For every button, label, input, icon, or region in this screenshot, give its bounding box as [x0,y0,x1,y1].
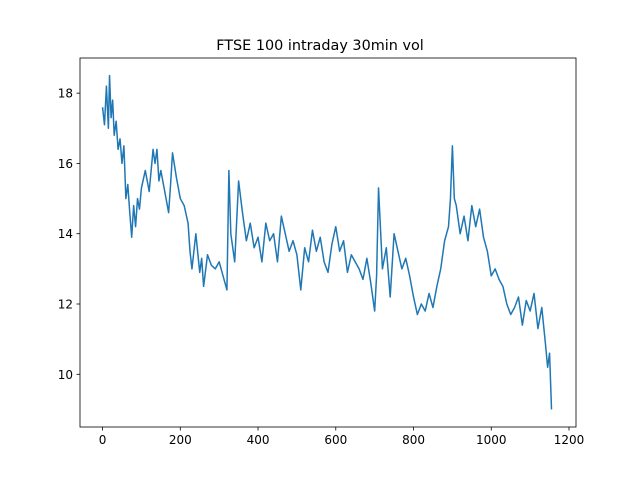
y-tick-label: 18 [58,87,73,101]
y-tick-label: 10 [58,368,73,382]
chart-title: FTSE 100 intraday 30min vol [216,38,424,54]
plot-frame [79,57,577,428]
y-tick-label: 14 [58,227,73,241]
x-tick-label: 200 [169,433,192,447]
x-tick-label: 400 [247,433,270,447]
plot-area [101,74,553,410]
x-tick-label: 1200 [554,433,585,447]
y-tick-label: 12 [58,298,73,312]
x-tick-label: 0 [99,433,107,447]
series-line-0 [101,74,553,410]
x-tick-label: 1000 [476,433,507,447]
y-tick-label: 16 [58,157,73,171]
axes: 0 200 400 600 800 1000 1200 10 12 14 16 18 [58,57,585,447]
x-tick-label: 800 [402,433,425,447]
x-tick-label: 600 [324,433,347,447]
